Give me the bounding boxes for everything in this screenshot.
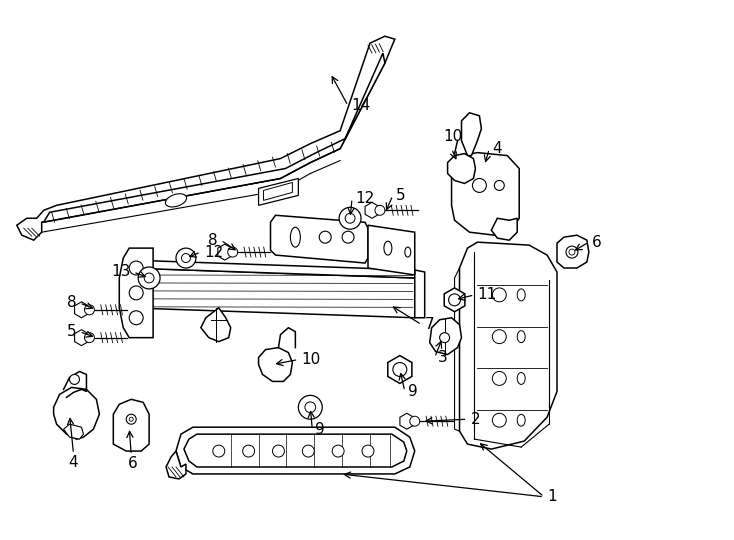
Circle shape bbox=[493, 372, 506, 386]
Text: 10: 10 bbox=[443, 129, 463, 144]
Text: 12: 12 bbox=[355, 191, 374, 206]
Polygon shape bbox=[365, 202, 379, 218]
Circle shape bbox=[129, 261, 143, 275]
Circle shape bbox=[440, 333, 449, 342]
Text: 14: 14 bbox=[351, 98, 371, 113]
Polygon shape bbox=[451, 153, 519, 235]
Polygon shape bbox=[491, 218, 517, 240]
Polygon shape bbox=[258, 348, 292, 381]
Circle shape bbox=[181, 254, 190, 262]
Polygon shape bbox=[258, 179, 298, 205]
Circle shape bbox=[569, 249, 575, 255]
Circle shape bbox=[70, 374, 79, 384]
Text: 5: 5 bbox=[396, 188, 405, 203]
Circle shape bbox=[393, 362, 407, 376]
Circle shape bbox=[319, 231, 331, 243]
Circle shape bbox=[138, 267, 160, 289]
Polygon shape bbox=[271, 215, 368, 263]
Polygon shape bbox=[129, 268, 415, 318]
Polygon shape bbox=[218, 244, 232, 260]
Circle shape bbox=[345, 213, 355, 223]
Polygon shape bbox=[17, 36, 395, 240]
Ellipse shape bbox=[517, 289, 526, 301]
Circle shape bbox=[473, 179, 487, 192]
Text: 10: 10 bbox=[302, 352, 321, 367]
Polygon shape bbox=[459, 242, 557, 449]
Circle shape bbox=[84, 333, 95, 342]
Ellipse shape bbox=[165, 194, 186, 207]
Text: 6: 6 bbox=[128, 456, 138, 470]
Circle shape bbox=[494, 180, 504, 191]
Text: 7: 7 bbox=[425, 317, 435, 332]
Circle shape bbox=[305, 402, 316, 413]
Circle shape bbox=[342, 231, 354, 243]
Text: 1: 1 bbox=[547, 489, 556, 504]
Polygon shape bbox=[400, 413, 414, 429]
Circle shape bbox=[493, 288, 506, 302]
Text: 9: 9 bbox=[316, 422, 325, 437]
Polygon shape bbox=[264, 183, 292, 200]
Circle shape bbox=[362, 445, 374, 457]
Polygon shape bbox=[54, 387, 99, 439]
Circle shape bbox=[144, 273, 154, 283]
Circle shape bbox=[333, 445, 344, 457]
Circle shape bbox=[410, 416, 420, 426]
Circle shape bbox=[129, 417, 133, 421]
Circle shape bbox=[339, 207, 361, 229]
Text: 6: 6 bbox=[592, 235, 602, 249]
Ellipse shape bbox=[384, 241, 392, 255]
Ellipse shape bbox=[405, 247, 411, 257]
Polygon shape bbox=[176, 427, 415, 474]
Text: 12: 12 bbox=[204, 245, 223, 260]
Circle shape bbox=[176, 248, 196, 268]
Polygon shape bbox=[166, 451, 186, 479]
Circle shape bbox=[243, 445, 255, 457]
Polygon shape bbox=[184, 434, 407, 467]
Circle shape bbox=[129, 311, 143, 325]
Polygon shape bbox=[368, 225, 415, 275]
Polygon shape bbox=[113, 400, 149, 451]
Circle shape bbox=[302, 445, 314, 457]
Text: 4: 4 bbox=[493, 141, 502, 156]
Polygon shape bbox=[557, 235, 589, 268]
Polygon shape bbox=[43, 53, 385, 222]
Polygon shape bbox=[64, 424, 84, 439]
Text: 13: 13 bbox=[111, 265, 130, 280]
Circle shape bbox=[375, 205, 385, 215]
Circle shape bbox=[129, 286, 143, 300]
Circle shape bbox=[126, 414, 137, 424]
Text: 2: 2 bbox=[470, 411, 480, 427]
Polygon shape bbox=[429, 318, 462, 355]
Polygon shape bbox=[444, 288, 465, 312]
Circle shape bbox=[298, 395, 322, 419]
Circle shape bbox=[228, 247, 238, 257]
Circle shape bbox=[272, 445, 285, 457]
Circle shape bbox=[448, 294, 460, 306]
Ellipse shape bbox=[517, 330, 526, 342]
Text: 3: 3 bbox=[437, 350, 448, 365]
Circle shape bbox=[213, 445, 225, 457]
Polygon shape bbox=[75, 330, 88, 346]
Polygon shape bbox=[448, 153, 476, 184]
Polygon shape bbox=[415, 270, 425, 318]
Text: 5: 5 bbox=[67, 324, 76, 339]
Polygon shape bbox=[388, 355, 412, 383]
Polygon shape bbox=[462, 113, 482, 156]
Ellipse shape bbox=[291, 227, 300, 247]
Text: 11: 11 bbox=[477, 287, 497, 302]
Text: 8: 8 bbox=[67, 295, 76, 310]
Ellipse shape bbox=[517, 414, 526, 426]
Circle shape bbox=[493, 413, 506, 427]
Circle shape bbox=[493, 330, 506, 343]
Circle shape bbox=[84, 305, 95, 315]
Polygon shape bbox=[120, 248, 153, 338]
Polygon shape bbox=[129, 260, 415, 278]
Polygon shape bbox=[75, 302, 88, 318]
Text: 4: 4 bbox=[68, 455, 78, 469]
Text: 9: 9 bbox=[408, 384, 418, 399]
Polygon shape bbox=[201, 308, 230, 342]
Ellipse shape bbox=[517, 373, 526, 384]
Text: 8: 8 bbox=[208, 233, 218, 248]
Circle shape bbox=[566, 246, 578, 258]
